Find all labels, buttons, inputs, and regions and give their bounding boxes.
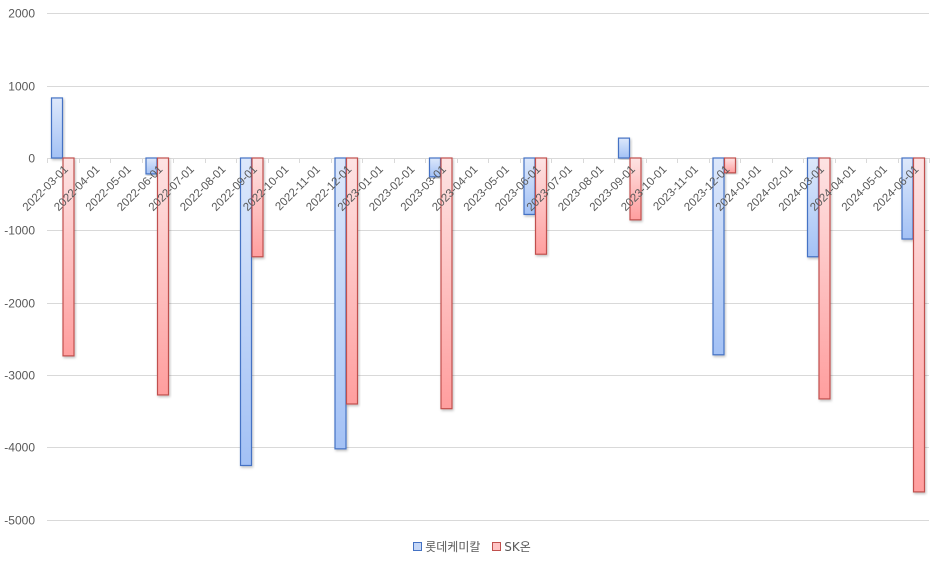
y-tick-label: -2000 (4, 297, 35, 311)
bar-skon[interactable] (156, 157, 170, 396)
legend-swatch-red (492, 542, 502, 551)
legend-label: SK온 (504, 540, 531, 554)
legend: 롯데케미칼 SK온 (0, 538, 944, 555)
bar-skon[interactable] (440, 157, 453, 410)
bar-lotte[interactable] (239, 157, 253, 467)
bar-lotte[interactable] (712, 157, 725, 356)
bar-skon[interactable] (912, 157, 926, 493)
gridlines (47, 13, 929, 521)
bar-skon[interactable] (723, 157, 737, 174)
y-tick-label: -3000 (4, 369, 35, 383)
y-tick-label: -5000 (4, 514, 35, 528)
y-tick-label: 0 (28, 152, 35, 166)
legend-label: 롯데케미칼 (425, 540, 481, 554)
legend-swatch-blue (413, 542, 423, 551)
bar-skon[interactable] (629, 157, 642, 221)
bar-skon[interactable] (62, 157, 75, 357)
y-tick-label: -1000 (4, 224, 35, 238)
legend-item-lotte[interactable]: 롯데케미칼 (413, 538, 480, 555)
bars (50, 97, 926, 493)
bar-lotte[interactable] (617, 137, 631, 159)
bar-skon[interactable] (534, 157, 548, 255)
bar-lotte[interactable] (50, 97, 64, 159)
legend-item-skon[interactable]: SK온 (492, 538, 531, 555)
y-tick-label: 1000 (8, 80, 35, 94)
y-tick-label: 2000 (8, 7, 35, 21)
bar-skon[interactable] (251, 157, 264, 258)
bar-skon[interactable] (818, 157, 831, 400)
y-axis: 2000 1000 0 -1000 -2000 -3000 -4000 -5000 (4, 7, 35, 528)
y-tick-label: -4000 (4, 441, 35, 455)
bar-skon[interactable] (345, 157, 359, 405)
